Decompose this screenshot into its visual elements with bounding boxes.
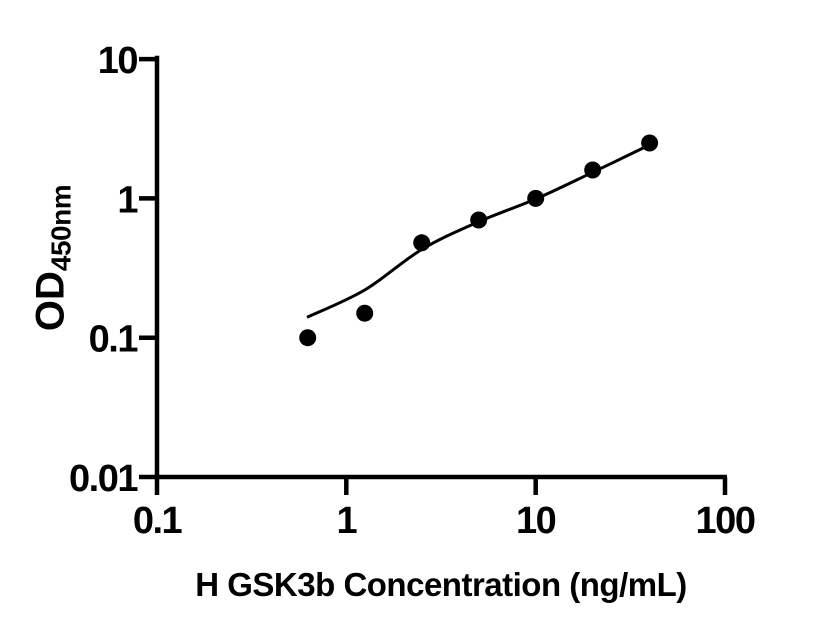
x-axis-title: H GSK3b Concentration (ng/mL): [195, 566, 687, 603]
y-axis-title-main: OD: [28, 271, 73, 332]
y-axis-title: OD450nm: [28, 184, 77, 332]
x-tick-label-1: 1: [336, 500, 357, 542]
y-tick-label-1: 1: [117, 179, 138, 221]
y-tick-label-3: 0.01: [69, 458, 138, 500]
data-point: [641, 134, 659, 152]
y-tick-label-2: 0.1: [89, 319, 139, 361]
data-point: [356, 304, 374, 322]
x-tick-label-0: 0.1: [133, 500, 183, 542]
data-point: [470, 211, 488, 229]
data-point: [299, 329, 317, 347]
x-tick-label-2: 10: [516, 500, 556, 542]
y-tick-label-0: 10: [98, 40, 138, 82]
data-point: [584, 161, 602, 179]
y-axis-title-subscript: 450nm: [45, 184, 77, 272]
data-point: [527, 189, 545, 207]
x-tick-label-3: 100: [696, 500, 755, 542]
data-point: [413, 234, 431, 252]
